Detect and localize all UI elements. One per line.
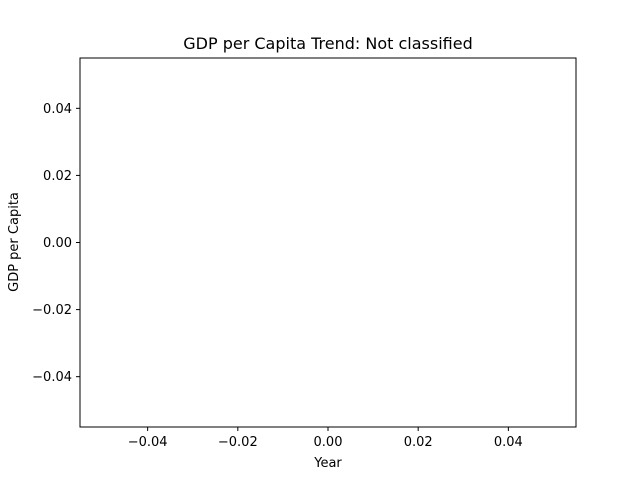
x-tick-label: 0.00 [314, 435, 343, 450]
x-tick-label: 0.04 [494, 435, 523, 450]
y-axis-label: GDP per Capita [7, 192, 22, 292]
chart-title: GDP per Capita Trend: Not classified [183, 34, 472, 53]
y-axis-ticks: −0.04 −0.02 0.00 0.02 0.04 [32, 102, 80, 385]
x-axis-ticks: −0.04 −0.02 0.00 0.02 0.04 [128, 427, 523, 450]
x-axis-label: Year [313, 456, 342, 471]
y-tick-label: 0.04 [43, 102, 72, 117]
y-tick-label: −0.02 [32, 303, 72, 318]
plot-area [79, 57, 577, 428]
y-tick-label: 0.00 [43, 236, 72, 251]
y-tick-label: −0.04 [32, 370, 72, 385]
x-tick-label: 0.02 [404, 435, 433, 450]
x-tick-label: −0.02 [218, 435, 258, 450]
x-tick-label: −0.04 [128, 435, 168, 450]
y-tick-label: 0.02 [43, 169, 72, 184]
